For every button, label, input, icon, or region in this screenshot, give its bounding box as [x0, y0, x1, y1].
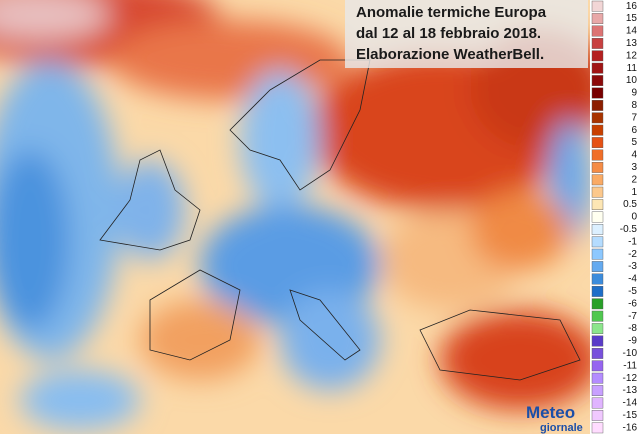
legend-label: 2	[631, 174, 637, 185]
legend-label: -12	[623, 373, 638, 384]
legend-label: 5	[631, 137, 637, 148]
legend-swatch	[591, 286, 604, 297]
legend-swatch	[591, 248, 604, 260]
legend-swatch	[591, 360, 604, 372]
title-line: Anomalie termiche Europa	[356, 4, 547, 21]
legend-label: 4	[631, 150, 637, 161]
legend-label: 16	[626, 1, 638, 12]
legend-swatch	[591, 75, 604, 87]
legend-swatch	[591, 0, 604, 12]
legend-swatch	[591, 236, 604, 248]
legend-swatch	[591, 211, 604, 223]
legend-label: -10	[623, 348, 638, 359]
legend-swatch	[591, 87, 604, 99]
legend-label: -0.5	[620, 224, 638, 235]
legend-swatch	[591, 186, 604, 198]
legend-swatch	[591, 422, 604, 434]
legend-label: -5	[628, 286, 637, 297]
legend-label: -7	[628, 311, 637, 322]
legend-label: 0.5	[623, 199, 637, 210]
legend-label: -3	[628, 261, 637, 272]
legend-swatch	[591, 149, 604, 161]
legend-swatch	[591, 298, 604, 310]
legend-label: 9	[631, 88, 637, 99]
legend-label: -16	[623, 422, 638, 433]
legend-swatch	[591, 348, 604, 359]
legend-label: 12	[626, 50, 638, 61]
color-legend: 161514131211109876543210.50-0.5-1-2-3-4-…	[590, 0, 640, 434]
legend-swatch	[591, 112, 604, 124]
legend-label: 1	[631, 187, 637, 198]
legend-swatch	[591, 161, 604, 173]
legend-swatch	[591, 273, 604, 285]
legend-swatch	[591, 38, 604, 49]
legend-swatch	[591, 174, 604, 186]
legend-label: -11	[623, 360, 637, 371]
legend-swatch	[591, 410, 604, 421]
legend-label: -4	[628, 274, 637, 285]
legend-swatch	[591, 335, 604, 347]
legend-swatch	[591, 50, 604, 62]
legend-label: -1	[628, 236, 637, 247]
title-line: dal 12 al 18 febbraio 2018.	[356, 25, 541, 42]
legend-label: 6	[631, 125, 637, 136]
legend-swatch	[591, 199, 604, 210]
legend-label: 15	[626, 13, 638, 24]
legend-label: 11	[627, 63, 638, 74]
legend-label: 10	[626, 75, 638, 86]
legend-swatch	[591, 310, 604, 322]
legend-label: 3	[631, 162, 637, 173]
title-background	[345, 0, 588, 68]
legend-swatch	[591, 261, 604, 272]
legend-label: -2	[628, 249, 637, 260]
title-line: Elaborazione WeatherBell.	[356, 46, 544, 63]
legend-swatch	[591, 62, 604, 74]
legend-swatch	[591, 385, 604, 396]
legend-label: -15	[623, 410, 638, 421]
legend-label: 14	[626, 26, 638, 37]
coastlines	[99, 59, 581, 381]
legend-swatch	[591, 223, 604, 235]
legend-label: -8	[628, 323, 637, 334]
legend-label: 13	[626, 38, 638, 49]
title-box: Anomalie termiche Europa dal 12 al 18 fe…	[345, 0, 588, 68]
legend-swatch	[591, 372, 604, 384]
legend-label: 8	[631, 100, 637, 111]
legend-swatch	[591, 124, 604, 136]
legend-label: -9	[628, 336, 637, 347]
legend-label: 0	[631, 212, 637, 223]
legend-swatch	[591, 25, 604, 37]
legend-swatch	[591, 13, 604, 24]
legend-label: 7	[631, 112, 637, 123]
logo: Meteo giornale	[526, 403, 583, 434]
logo-text: giornale	[540, 422, 583, 434]
legend-label: -13	[623, 385, 638, 396]
legend-swatch	[591, 323, 604, 334]
legend-swatch	[591, 99, 604, 111]
legend-label: -6	[628, 298, 637, 309]
legend-swatch	[591, 137, 604, 148]
legend-label: -14	[623, 398, 638, 409]
logo-text: Meteo	[526, 403, 575, 422]
legend-swatch	[591, 397, 604, 409]
